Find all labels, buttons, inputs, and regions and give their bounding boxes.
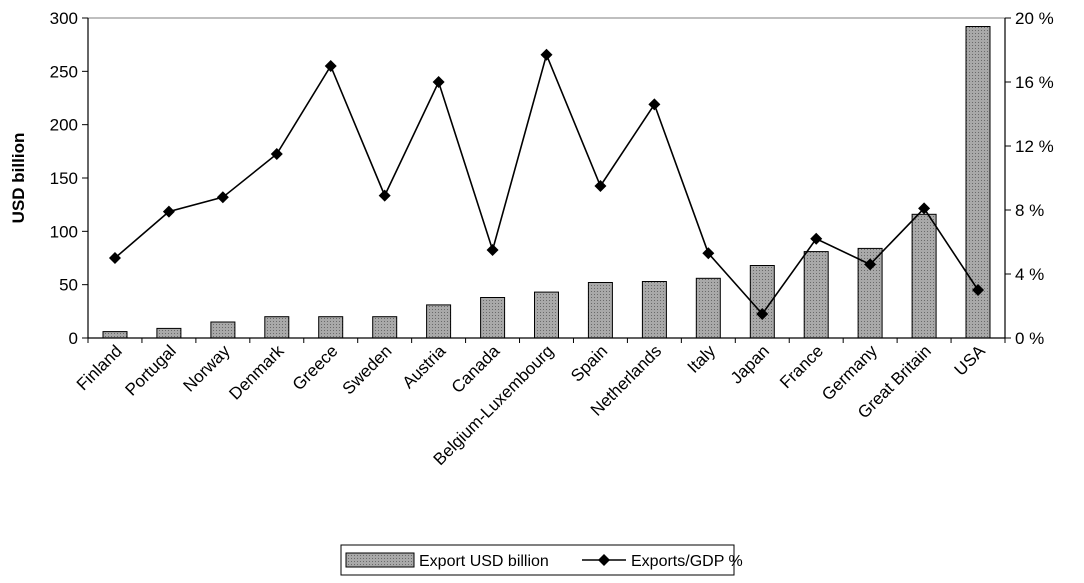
bar-denmark xyxy=(264,316,290,339)
y-axis-title: USD billion xyxy=(9,133,28,224)
marker-denmark xyxy=(270,148,283,160)
x-tick-label: USA xyxy=(951,341,990,380)
y2-tick-label: 4 % xyxy=(1015,265,1044,284)
marker-belgium-luxembourg xyxy=(540,48,553,61)
x-tick-label: Austria xyxy=(399,341,450,392)
marker-netherlands xyxy=(648,98,661,111)
marker-france xyxy=(810,232,823,245)
bar-finland xyxy=(102,331,128,339)
y-tick-label: 300 xyxy=(50,9,78,28)
legend-label-bars: Export USD billion xyxy=(419,553,549,570)
bar-france xyxy=(803,251,829,339)
y2-tick-label: 0 % xyxy=(1015,329,1044,348)
bar-canada xyxy=(480,297,506,339)
x-tick-label: Portugal xyxy=(122,341,180,399)
bar-norway xyxy=(210,321,236,339)
y2-tick-label: 20 % xyxy=(1015,9,1054,28)
y-tick-label: 0 xyxy=(69,329,78,348)
marker-spain xyxy=(594,180,607,192)
bar-netherlands xyxy=(641,281,667,339)
bar-great-britain xyxy=(911,213,937,339)
y2-tick-label: 8 % xyxy=(1015,201,1044,220)
bar-austria xyxy=(426,304,452,339)
bar-portugal xyxy=(156,327,182,339)
y-tick-label: 200 xyxy=(50,116,78,135)
marker-norway xyxy=(216,191,229,204)
y-tick-label: 100 xyxy=(50,222,78,241)
y-tick-label: 50 xyxy=(59,276,78,295)
marker-sweden xyxy=(378,189,391,202)
x-tick-label: Italy xyxy=(684,341,720,377)
x-tick-label: Greece xyxy=(289,341,342,394)
x-tick-label: Denmark xyxy=(225,341,288,404)
marker-great-britain xyxy=(918,202,931,215)
marker-usa xyxy=(972,284,985,296)
bar-spain xyxy=(587,282,613,339)
plot-area xyxy=(87,17,1006,339)
bar-italy xyxy=(695,277,721,339)
marker-austria xyxy=(432,76,445,88)
marker-finland xyxy=(108,252,121,264)
bar-sweden xyxy=(372,316,398,339)
bar-belgium-luxembourg xyxy=(534,291,559,339)
marker-italy xyxy=(702,247,715,260)
marker-germany xyxy=(864,258,877,271)
x-tick-label: Japan xyxy=(727,341,773,387)
x-tick-label: Spain xyxy=(567,341,611,385)
y2-tick-label: 12 % xyxy=(1015,137,1054,156)
marker-canada xyxy=(486,244,499,256)
legend-label-line: Exports/GDP % xyxy=(631,553,743,570)
legend: Export USD billion Exports/GDP % xyxy=(340,544,743,576)
marker-portugal xyxy=(162,205,175,218)
x-tick-label: Norway xyxy=(179,341,234,396)
y2-tick-label: 16 % xyxy=(1015,73,1054,92)
line-series xyxy=(108,48,985,320)
y-tick-label: 250 xyxy=(50,62,78,81)
x-tick-label: Sweden xyxy=(339,341,396,398)
marker-japan xyxy=(756,308,769,320)
legend-diamond-icon xyxy=(598,554,610,566)
bar-greece xyxy=(318,316,344,339)
legend-bar-swatch xyxy=(345,552,415,568)
x-tick-label: Finland xyxy=(73,341,126,394)
y-tick-label: 150 xyxy=(50,169,78,188)
marker-greece xyxy=(324,60,337,72)
x-tick-label: France xyxy=(776,341,827,392)
